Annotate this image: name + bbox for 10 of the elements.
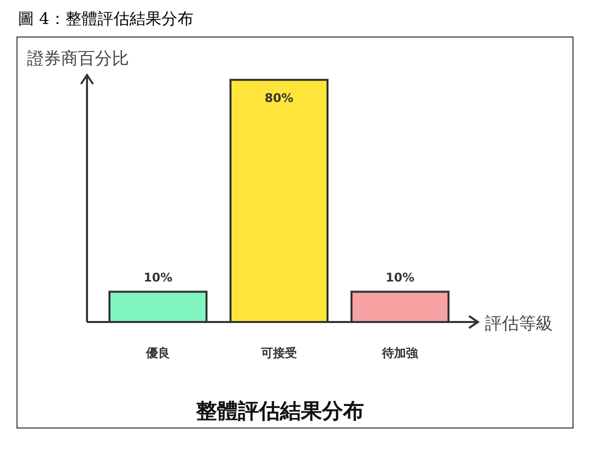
x-tick-label: 可接受 <box>260 346 297 360</box>
x-tick-label: 待加強 <box>381 346 419 360</box>
x-tick-label: 優良 <box>145 346 170 360</box>
data-label: 80% <box>264 90 294 105</box>
data-label: 10% <box>386 270 414 285</box>
text: 整體評估結果分布 <box>195 399 364 423</box>
data-label: 10% <box>144 270 172 285</box>
caption: 圖 4：整體評估結果分布 <box>18 9 194 28</box>
y-axis-title: 證券商百分比 <box>27 49 129 69</box>
x-axis-title: 評估等級 <box>485 314 553 334</box>
